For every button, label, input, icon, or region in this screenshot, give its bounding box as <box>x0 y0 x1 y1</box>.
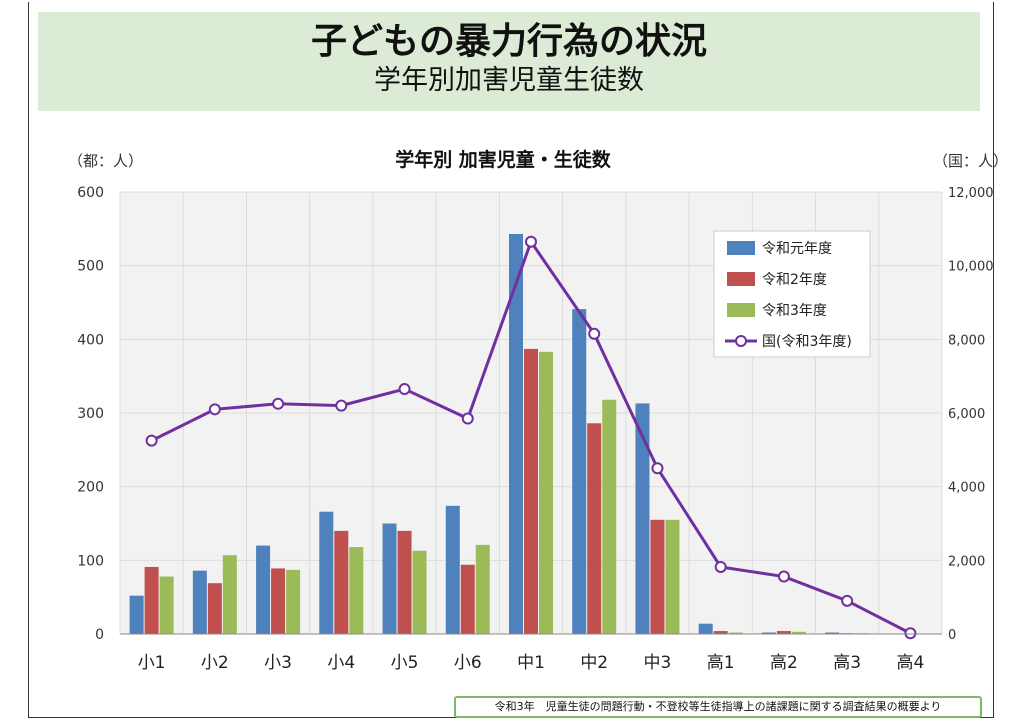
legend-label: 令和元年度 <box>762 241 832 257</box>
line-point <box>904 627 917 640</box>
bar <box>698 623 713 634</box>
bar <box>728 632 743 634</box>
page-title: 子どもの暴力行為の状況 <box>310 21 707 62</box>
bar <box>524 348 538 634</box>
bar <box>825 632 840 634</box>
national-line <box>145 235 917 640</box>
bar <box>587 423 602 634</box>
bar <box>286 569 301 634</box>
bar <box>319 511 334 634</box>
bar <box>572 309 587 634</box>
axes: 0 100 200 300 400 500 600 0 2,000 4,000 6,000 8,000… <box>77 185 993 673</box>
line-point <box>841 594 854 607</box>
left-tick-label: 0 <box>95 627 104 643</box>
legend-label: 令和2年度 <box>762 272 827 288</box>
right-tick-label: 10,000 <box>948 260 994 275</box>
bars <box>129 233 870 635</box>
category-label: 小6 <box>454 653 482 673</box>
legend-swatch <box>727 241 755 255</box>
bar <box>256 545 271 634</box>
bar <box>713 631 728 634</box>
bar <box>382 523 397 634</box>
page-subtitle: 学年別加害児童生徒数 <box>374 65 644 96</box>
bar <box>129 595 144 634</box>
bar <box>650 519 665 634</box>
left-tick-label: 200 <box>77 480 104 496</box>
line-point <box>145 434 158 447</box>
bar <box>397 530 412 634</box>
bar <box>334 530 349 634</box>
line-point <box>208 403 221 416</box>
bar <box>412 550 427 634</box>
bar <box>159 576 174 634</box>
line-point <box>335 399 348 412</box>
right-tick-label: 4,000 <box>948 481 985 496</box>
left-tick-label: 100 <box>77 553 104 569</box>
category-label: 高3 <box>833 653 861 673</box>
bar <box>445 505 460 634</box>
legend-swatch <box>727 272 755 286</box>
bar <box>791 631 806 634</box>
category-label: 小2 <box>201 653 229 673</box>
left-tick-label: 500 <box>77 259 104 275</box>
source-note: 令和3年 児童生徒の問題行動・不登校等生徒指導上の諸課題に関する調査結果の概要よ… <box>454 696 982 718</box>
legend-label: 令和3年度 <box>762 303 827 319</box>
category-label: 高1 <box>707 653 735 673</box>
legend-swatch <box>727 303 755 317</box>
line-point <box>651 462 664 475</box>
left-tick-label: 600 <box>77 185 104 201</box>
right-axis-unit: （国：人） <box>933 152 1008 170</box>
bar <box>776 631 791 634</box>
bar <box>509 233 523 635</box>
bar <box>665 519 680 634</box>
chart-title: 学年別 加害児童・生徒数 <box>395 148 612 171</box>
legend-label: 国(令和3年度) <box>762 334 852 350</box>
right-tick-label: 2,000 <box>948 554 985 569</box>
category-label: 小4 <box>327 653 355 673</box>
line-point <box>525 235 537 248</box>
line-point <box>588 327 601 340</box>
right-tick-label: 8,000 <box>948 333 985 348</box>
line-point <box>398 383 411 396</box>
line-point <box>714 560 727 573</box>
category-label: 小1 <box>138 653 166 673</box>
bar <box>602 399 617 634</box>
bar <box>460 564 475 634</box>
bar <box>761 632 776 634</box>
right-tick-label: 6,000 <box>948 407 985 422</box>
bar <box>271 568 286 634</box>
bar <box>475 544 490 634</box>
category-label: 中1 <box>517 653 545 673</box>
line-point <box>461 412 474 425</box>
bar <box>635 403 650 634</box>
bar <box>192 570 207 634</box>
bar <box>222 555 237 634</box>
category-label: 小3 <box>264 653 292 673</box>
category-label: 高4 <box>896 653 924 673</box>
legend-line-marker <box>735 335 747 347</box>
right-tick-label: 12,000 <box>948 186 994 201</box>
header-banner: 子どもの暴力行為の状況 学年別加害児童生徒数 <box>38 12 980 111</box>
bar <box>207 583 222 634</box>
bar <box>349 547 364 634</box>
left-axis-unit: （都：人） <box>68 152 143 170</box>
right-tick-label: 0 <box>948 628 956 643</box>
category-label: 中2 <box>580 653 608 673</box>
left-tick-label: 400 <box>77 332 104 348</box>
category-label: 高2 <box>770 653 798 673</box>
left-tick-label: 300 <box>77 406 104 422</box>
line-point <box>272 397 285 410</box>
line-point <box>777 570 790 583</box>
category-label: 小5 <box>391 653 419 673</box>
bar <box>144 566 159 634</box>
bar <box>539 351 553 634</box>
category-label: 中3 <box>644 653 672 673</box>
